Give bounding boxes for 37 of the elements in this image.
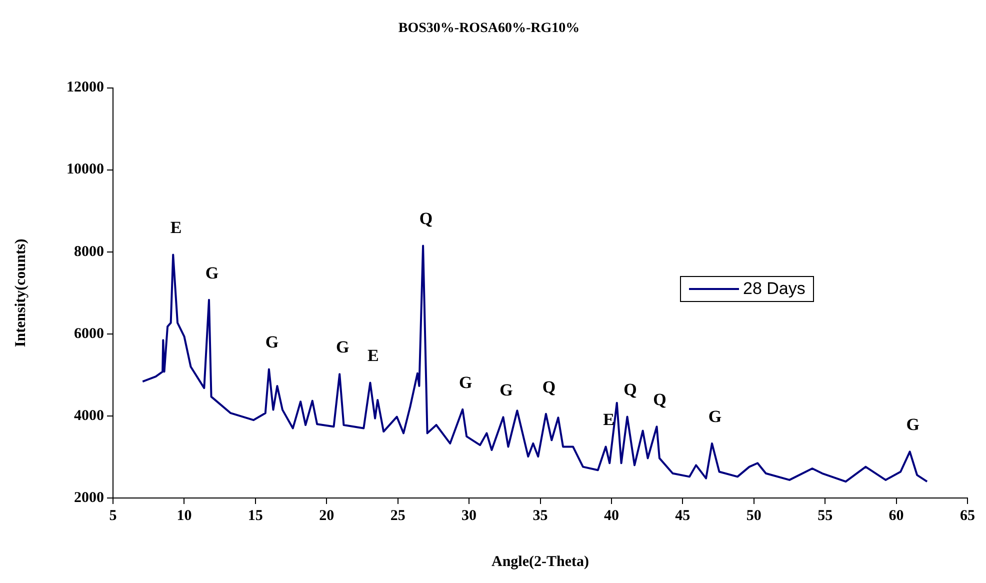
y-tick-label: 4000	[74, 408, 104, 424]
annotation: G	[459, 372, 472, 392]
annotation: Q	[419, 209, 433, 228]
annotation: E	[170, 218, 182, 238]
annotation: G	[336, 338, 350, 357]
x-axis-title: Angle(2-Theta)	[492, 554, 589, 570]
annotation: G	[500, 380, 513, 400]
chart-title: BOS30%-ROSA60%-RG10%	[398, 21, 580, 36]
x-tick-label: 15	[248, 508, 263, 524]
x-tick-label: 25	[390, 508, 406, 524]
x-tick-label: 55	[818, 508, 833, 524]
annotation: E	[603, 410, 614, 430]
x-tick-label: 5	[109, 508, 117, 524]
y-tick-label: 6000	[74, 326, 104, 342]
x-tick-label: 40	[604, 508, 619, 524]
annotation: Q	[624, 380, 637, 400]
x-tick-label: 45	[675, 508, 690, 524]
x-tick-label: 20	[319, 508, 334, 524]
x-tick-label: 65	[960, 508, 975, 524]
x-tick-label: 10	[176, 508, 192, 524]
y-tick-label: 8000	[74, 244, 104, 260]
annotation: G	[205, 263, 219, 282]
annotation: Q	[653, 390, 666, 410]
x-tick-label: 50	[746, 508, 762, 524]
annotation: G	[265, 332, 279, 352]
annotation: G	[906, 415, 920, 434]
y-axis-title: Intensity(counts)	[12, 238, 29, 348]
x-tick-label: 35	[532, 508, 548, 524]
annotation: G	[708, 406, 722, 426]
y-tick-label: 10000	[66, 162, 104, 178]
annotation: E	[368, 346, 379, 366]
x-tick-label: 30	[462, 508, 477, 524]
x-tick-label: 60	[888, 508, 904, 524]
y-tick-label: 12000	[66, 80, 104, 96]
legend-label: 28 Days	[743, 279, 806, 299]
annotation: Q	[542, 377, 556, 396]
y-tick-label: 2000	[74, 490, 104, 506]
